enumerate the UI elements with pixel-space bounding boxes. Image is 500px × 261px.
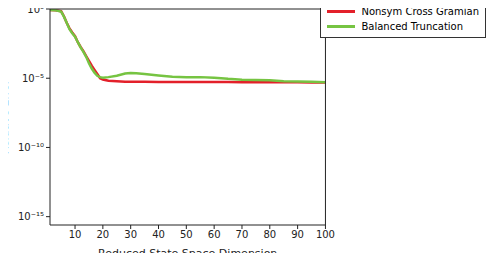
- svg-text:30: 30: [124, 229, 137, 240]
- svg-text:10⁻⁵: 10⁻⁵: [22, 73, 44, 84]
- svg-text:10⁻¹⁵: 10⁻¹⁵: [18, 211, 44, 222]
- svg-text:100: 100: [316, 229, 335, 240]
- svg-text:80: 80: [263, 229, 276, 240]
- svg-text:40: 40: [152, 229, 165, 240]
- svg-text:10⁻¹⁰: 10⁻¹⁰: [18, 142, 44, 153]
- svg-text:10⁰: 10⁰: [27, 8, 44, 15]
- svg-text:20: 20: [96, 229, 109, 240]
- svg-text:Reduced State Space Dimension: Reduced State Space Dimension: [98, 247, 277, 253]
- svg-text:Relative Error: Relative Error: [8, 79, 11, 154]
- html-text:Balanced Truncation: Balanced Truncation: [361, 21, 464, 32]
- svg-text:60: 60: [208, 229, 221, 240]
- svg-text:90: 90: [291, 229, 304, 240]
- svg-text:70: 70: [236, 229, 249, 240]
- svg-text:50: 50: [180, 229, 193, 240]
- html-text:Nonsym Cross Gramian: Nonsym Cross Gramian: [361, 6, 479, 17]
- svg-text:10: 10: [69, 229, 82, 240]
